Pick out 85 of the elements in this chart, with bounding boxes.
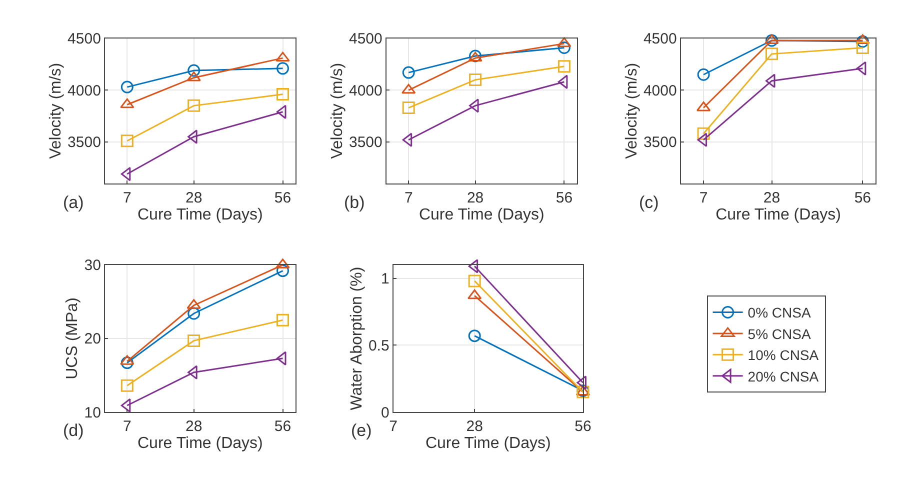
text: (a) bbox=[63, 193, 84, 212]
point bbox=[276, 52, 290, 62]
y-tick-label: 4500 bbox=[643, 30, 677, 48]
x-axis-title: Cure Time (Days) bbox=[138, 206, 263, 224]
x-axis-title: Cure Time (Days) bbox=[138, 435, 263, 452]
text: (e) bbox=[351, 421, 372, 440]
x-tick-label: 56 bbox=[574, 418, 592, 436]
point bbox=[188, 334, 200, 347]
y-axis-title: UCS (MPa) bbox=[64, 298, 82, 380]
point bbox=[766, 48, 778, 60]
x-tick-label: 28 bbox=[185, 418, 202, 436]
y-tick-label: 1 bbox=[380, 270, 390, 288]
text: (d) bbox=[63, 421, 84, 440]
y-tick-label: 3500 bbox=[643, 134, 677, 152]
point bbox=[766, 34, 778, 47]
point bbox=[188, 64, 200, 77]
y-tick-label: 3500 bbox=[349, 134, 382, 152]
y-axis-title: Velocity (m/s) bbox=[623, 62, 640, 159]
point bbox=[120, 134, 134, 148]
point bbox=[402, 84, 416, 94]
x-tick-label: 56 bbox=[274, 189, 292, 206]
x-tick-label: 56 bbox=[556, 189, 573, 206]
point bbox=[856, 41, 869, 54]
point bbox=[120, 98, 134, 108]
legend-label: 20% CNSA bbox=[748, 368, 820, 384]
point bbox=[557, 37, 572, 48]
point bbox=[469, 74, 482, 86]
point bbox=[558, 74, 568, 89]
y-tick-label: 3500 bbox=[68, 134, 101, 152]
x-axis-title: Cure Time (Days) bbox=[716, 206, 841, 224]
point bbox=[402, 66, 415, 79]
point bbox=[468, 330, 481, 342]
y-tick-label: 10 bbox=[84, 404, 101, 422]
y-tick-label: 4500 bbox=[68, 30, 101, 48]
point bbox=[120, 80, 134, 94]
point bbox=[276, 88, 289, 101]
x-tick-label: 56 bbox=[854, 189, 872, 206]
point bbox=[856, 61, 866, 76]
point bbox=[697, 127, 710, 140]
x-axis-title: Cure Time (Days) bbox=[425, 435, 551, 452]
x-tick-label: 28 bbox=[185, 189, 202, 206]
point bbox=[186, 71, 201, 82]
point bbox=[856, 35, 869, 48]
point bbox=[558, 41, 570, 54]
point bbox=[402, 102, 415, 114]
y-axis-title: Water Aborption (%) bbox=[348, 266, 366, 410]
point bbox=[120, 379, 134, 392]
text: (c) bbox=[639, 193, 659, 212]
y-tick-label: 4000 bbox=[349, 82, 382, 100]
x-tick-label: 7 bbox=[122, 189, 132, 206]
point bbox=[402, 132, 412, 147]
x-tick-label: 7 bbox=[122, 418, 132, 436]
text: (b) bbox=[344, 193, 365, 212]
point bbox=[276, 62, 289, 75]
x-tick-label: 28 bbox=[466, 189, 484, 206]
y-tick-label: 4000 bbox=[643, 82, 677, 100]
point bbox=[276, 314, 289, 326]
point bbox=[697, 68, 710, 81]
point bbox=[188, 99, 200, 112]
x-tick-label: 56 bbox=[274, 418, 292, 436]
legend-label: 0% CNSA bbox=[748, 304, 812, 321]
y-tick-label: 30 bbox=[84, 257, 101, 274]
x-tick-label: 28 bbox=[763, 189, 780, 206]
point bbox=[558, 60, 570, 73]
y-tick-label: 4000 bbox=[68, 82, 101, 100]
point bbox=[697, 132, 708, 147]
point bbox=[468, 274, 481, 288]
y-axis-title: Velocity (m/s) bbox=[47, 62, 64, 159]
point bbox=[120, 356, 134, 370]
legend-label: 10% CNSA bbox=[748, 347, 820, 364]
y-axis-title: Velocity (m/s) bbox=[328, 62, 346, 159]
y-tick-label: 20 bbox=[84, 330, 101, 348]
point bbox=[120, 166, 131, 182]
x-tick-label: 7 bbox=[389, 418, 398, 436]
y-tick-label: 4500 bbox=[349, 30, 382, 48]
x-tick-label: 7 bbox=[404, 189, 413, 206]
x-tick-label: 28 bbox=[466, 418, 483, 436]
legend-label: 5% CNSA bbox=[748, 326, 812, 342]
y-tick-label: 0.5 bbox=[368, 337, 390, 354]
x-tick-label: 7 bbox=[699, 189, 708, 206]
point bbox=[188, 307, 200, 320]
point bbox=[120, 398, 131, 413]
x-axis-title: Cure Time (Days) bbox=[418, 206, 544, 224]
point bbox=[276, 264, 289, 278]
y-tick-label: 0 bbox=[380, 404, 390, 422]
